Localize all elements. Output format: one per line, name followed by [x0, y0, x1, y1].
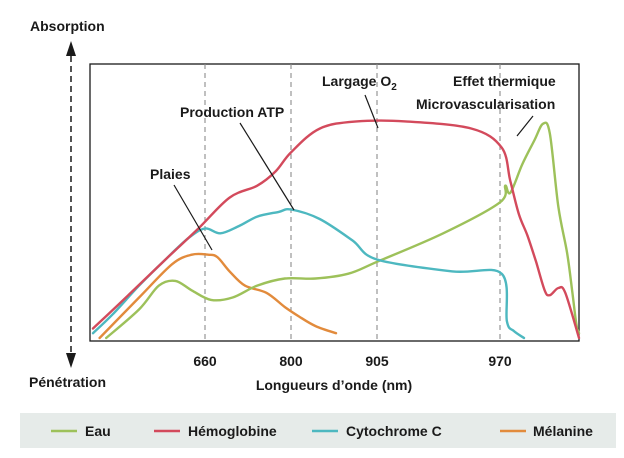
series-line-hemoglobine: [91, 119, 581, 340]
annotation-largage-o2: Largage O2: [322, 73, 397, 93]
legend-label: Eau: [85, 423, 111, 439]
annotation-microvascularisation: Microvascularisation: [416, 96, 555, 112]
y-top-label: Absorption: [30, 18, 105, 34]
x-tick-label: 905: [365, 353, 389, 369]
annotation-leader-atp: [239, 122, 295, 211]
x-tick-label: 800: [279, 353, 303, 369]
plot-area: [89, 63, 580, 342]
x-tick-label: 970: [488, 353, 512, 369]
annotation-effet-thermique: Effet thermique: [453, 73, 556, 89]
legend-label: Mélanine: [533, 423, 593, 439]
legend-item-cytochrome-c: Cytochrome C: [312, 423, 442, 439]
x-axis-label: Longueurs d’onde (nm): [256, 377, 412, 393]
legend-label: Hémoglobine: [188, 423, 277, 439]
series-layer: [91, 119, 581, 340]
legend-label: Cytochrome C: [346, 423, 442, 439]
series-line-eau: [105, 121, 581, 340]
annotation-leader-o2: [364, 94, 379, 129]
arrow-up-icon: [66, 41, 76, 56]
arrow-down-icon: [66, 353, 76, 368]
legend-item-hemoglobine: Hémoglobine: [154, 423, 277, 439]
annotation-leader-plaies: [173, 184, 213, 251]
x-tick-label: 660: [193, 353, 217, 369]
annotation-plaies: Plaies: [150, 166, 191, 182]
legend-item-melanine: Mélanine: [500, 423, 593, 439]
y-bottom-label: Pénétration: [29, 374, 106, 390]
legend-item-eau: Eau: [51, 423, 111, 439]
series-line-melanine: [98, 252, 338, 340]
annotation-leader-thermique: [516, 115, 534, 137]
annotation-production-atp: Production ATP: [180, 104, 284, 120]
